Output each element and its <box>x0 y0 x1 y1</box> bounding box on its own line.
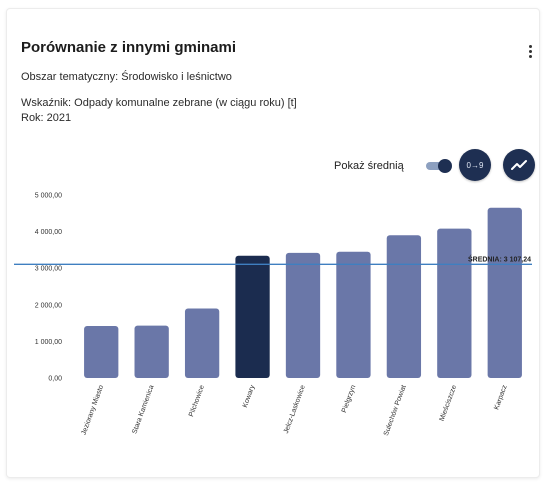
x-tick-label: Stara Kamienica <box>131 384 155 435</box>
y-tick-label: 4 000,00 <box>35 229 62 236</box>
sort-button[interactable]: 0→9 <box>459 149 491 181</box>
y-tick-label: 5 000,00 <box>35 193 62 200</box>
bar[interactable] <box>134 325 169 378</box>
average-label: ŚREDNIA: 3 107,24 <box>468 254 531 263</box>
chart-type-button[interactable] <box>503 149 535 181</box>
x-tick-label: Mieściszcze <box>439 384 459 422</box>
card-title: Porównanie z innymi gminami <box>21 39 237 56</box>
y-tick-label: 2 000,00 <box>35 302 62 309</box>
x-tick-label: Karpacz <box>493 384 509 411</box>
more-menu-icon[interactable] <box>529 45 533 59</box>
trend-line-icon <box>511 160 527 170</box>
bars-group <box>84 207 522 378</box>
bar[interactable] <box>386 235 422 378</box>
x-tick-label: Pilchowice <box>188 384 206 418</box>
bar[interactable] <box>437 228 472 378</box>
y-tick-label: 0,00 <box>48 376 62 383</box>
x-tick-label: Jelcz-Laskowice <box>283 384 307 434</box>
x-tick-label: Kowary <box>242 384 257 409</box>
bar[interactable] <box>487 207 522 378</box>
y-tick-label: 3 000,00 <box>35 266 62 273</box>
year: Rok: 2021 <box>21 112 72 124</box>
thematic-area: Obszar tematyczny: Środowisko i leśnictw… <box>21 71 232 83</box>
x-tick-label: Jeziorany Miasto <box>81 384 106 436</box>
toggle-knob <box>438 159 452 173</box>
y-tick-label: 1 000,00 <box>35 339 62 346</box>
bar[interactable] <box>285 252 321 378</box>
x-tick-label: Pielgrzyn <box>341 384 357 414</box>
average-group: ŚREDNIA: 3 107,24 <box>14 254 532 265</box>
indicator: Wskaźnik: Odpady komunalne zebrane (w ci… <box>21 97 297 109</box>
bar[interactable] <box>235 255 270 378</box>
x-axis: Jeziorany Miasto Stara Kamienica Pilchowic… <box>81 384 509 437</box>
bar[interactable] <box>184 308 220 378</box>
y-axis: 0,00 1 000,00 2 000,00 3 000,00 4 000,00 5 00… <box>35 193 62 383</box>
bar[interactable] <box>84 326 119 378</box>
show-average-toggle[interactable] <box>424 159 452 173</box>
show-average-label: Pokaż średnią <box>334 160 404 172</box>
bar[interactable] <box>336 251 371 378</box>
sort-icon: 0→9 <box>466 160 484 170</box>
x-tick-label: Sulechów Powiat <box>383 384 408 437</box>
